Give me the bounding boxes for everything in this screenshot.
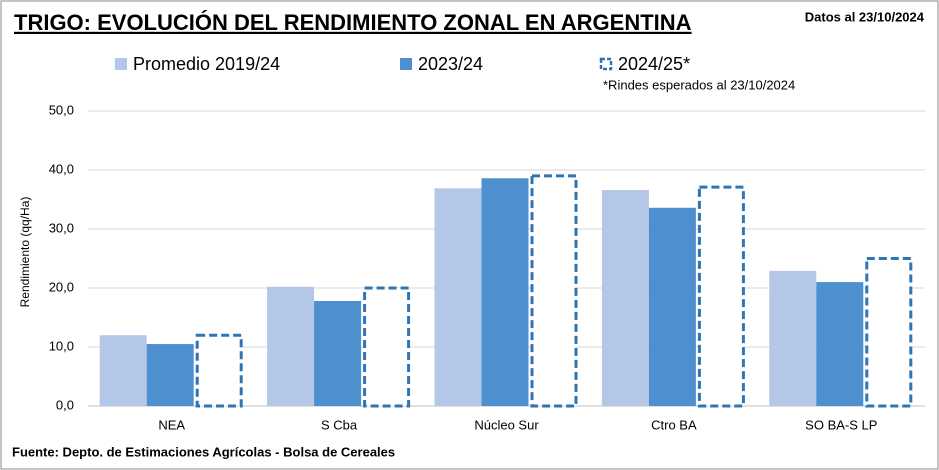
date-label: Datos al 23/10/2024 — [805, 9, 925, 24]
y-tick-label: 20,0 — [49, 279, 74, 294]
legend-label: 2023/24 — [418, 54, 483, 74]
y-tick-label: 50,0 — [49, 102, 74, 117]
x-tick-label: SO BA-S LP — [805, 417, 877, 432]
y-axis-label: Rendimiento (qq/Ha) — [18, 197, 32, 308]
source: Fuente: Depto. de Estimaciones Agrícolas… — [12, 444, 395, 459]
chart-title: TRIGO: EVOLUCIÓN DEL RENDIMIENTO ZONAL E… — [14, 10, 692, 35]
y-tick-label: 40,0 — [49, 161, 74, 176]
bar — [769, 270, 817, 406]
legend-swatch — [115, 58, 127, 70]
bar — [146, 344, 194, 406]
x-tick-label: Ctro BA — [651, 417, 697, 432]
bar — [530, 174, 578, 408]
legend-label: 2024/25* — [618, 54, 690, 74]
y-tick-label: 10,0 — [49, 338, 74, 353]
bar — [481, 178, 529, 406]
bar — [99, 335, 147, 406]
bar — [865, 257, 913, 408]
bar — [648, 207, 696, 406]
bar — [195, 333, 243, 408]
bar — [601, 190, 649, 406]
y-tick-label: 0,0 — [56, 397, 74, 412]
legend-label: Promedio 2019/24 — [133, 54, 280, 74]
legend-swatch — [400, 58, 412, 70]
bar — [363, 286, 411, 408]
bar — [434, 188, 482, 406]
x-tick-label: NEA — [158, 417, 185, 432]
y-tick-label: 30,0 — [49, 220, 74, 235]
bar — [816, 282, 864, 406]
bar — [267, 286, 315, 406]
bar — [697, 185, 745, 408]
legend-swatch — [599, 57, 613, 71]
bar — [314, 300, 362, 406]
x-tick-label: Núcleo Sur — [474, 417, 539, 432]
x-tick-label: S Cba — [321, 417, 358, 432]
note: *Rindes esperados al 23/10/2024 — [603, 77, 795, 92]
